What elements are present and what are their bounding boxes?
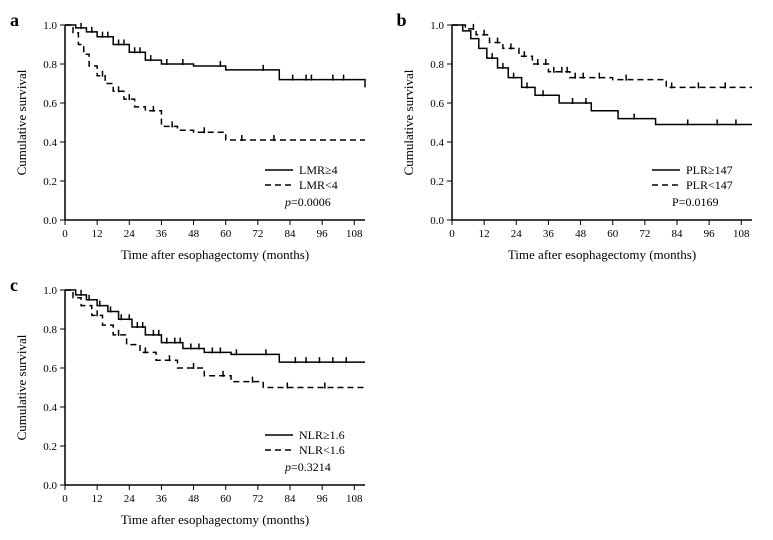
svg-text:PLR<147: PLR<147	[686, 178, 733, 192]
svg-text:LMR≥4: LMR≥4	[299, 163, 338, 177]
svg-text:Cumulative survival: Cumulative survival	[401, 69, 416, 175]
svg-text:48: 48	[575, 228, 587, 240]
svg-text:96: 96	[703, 228, 715, 240]
svg-text:36: 36	[156, 228, 168, 240]
svg-text:0.4: 0.4	[43, 402, 57, 414]
svg-text:Cumulative survival: Cumulative survival	[14, 69, 29, 175]
panel-a: a 0.0 0.2 0.4 0.6 0.8 1.0 0 12 24 36 48 60 72 84 96 108…	[10, 10, 377, 265]
svg-text:Cumulative survival: Cumulative survival	[14, 334, 29, 440]
svg-text:p=0.0006: p=0.0006	[284, 195, 331, 209]
panel-label-b: b	[397, 10, 407, 31]
svg-text:Time after esophagectomy (mont: Time after esophagectomy (months)	[121, 512, 309, 527]
svg-text:0.0: 0.0	[43, 480, 57, 492]
svg-text:Time after esophagectomy (mont: Time after esophagectomy (months)	[121, 247, 309, 262]
svg-text:24: 24	[124, 493, 136, 505]
svg-text:0.4: 0.4	[43, 137, 57, 149]
svg-text:0.6: 0.6	[43, 98, 57, 110]
svg-text:12: 12	[92, 228, 103, 240]
svg-text:12: 12	[478, 228, 489, 240]
svg-text:72: 72	[252, 228, 263, 240]
svg-text:72: 72	[639, 228, 650, 240]
svg-text:1.0: 1.0	[43, 285, 57, 297]
panel-label-a: a	[10, 10, 19, 31]
svg-text:60: 60	[220, 228, 232, 240]
svg-text:36: 36	[542, 228, 554, 240]
svg-text:0.2: 0.2	[430, 176, 444, 188]
svg-text:24: 24	[124, 228, 136, 240]
svg-text:NLR<1.6: NLR<1.6	[299, 443, 345, 457]
svg-text:0.6: 0.6	[43, 363, 57, 375]
svg-text:LMR<4: LMR<4	[299, 178, 338, 192]
svg-text:0.2: 0.2	[43, 441, 57, 453]
svg-text:12: 12	[92, 493, 103, 505]
svg-text:108: 108	[733, 228, 750, 240]
svg-text:NLR≥1.6: NLR≥1.6	[299, 428, 345, 442]
svg-text:p=0.3214: p=0.3214	[284, 460, 331, 474]
svg-text:1.0: 1.0	[430, 20, 444, 32]
svg-text:0.8: 0.8	[43, 59, 57, 71]
panel-label-c: c	[10, 275, 18, 296]
svg-text:0: 0	[449, 228, 455, 240]
chart-a: 0.0 0.2 0.4 0.6 0.8 1.0 0 12 24 36 48 60 72 84 96 108 Ti…	[10, 10, 375, 265]
svg-text:0.0: 0.0	[43, 215, 57, 227]
panel-c: c 0.0 0.2 0.4 0.6 0.8 1.0 0 12 24 36 48 60 72 84 96 108…	[10, 275, 377, 530]
svg-text:60: 60	[607, 228, 619, 240]
empty-cell	[397, 275, 764, 530]
svg-text:0.2: 0.2	[43, 176, 57, 188]
svg-text:1.0: 1.0	[43, 20, 57, 32]
svg-text:60: 60	[220, 493, 232, 505]
svg-text:96: 96	[317, 228, 329, 240]
svg-text:0.8: 0.8	[430, 59, 444, 71]
svg-text:84: 84	[671, 228, 683, 240]
svg-text:0.6: 0.6	[430, 98, 444, 110]
svg-text:0.4: 0.4	[430, 137, 444, 149]
svg-text:96: 96	[317, 493, 329, 505]
svg-text:48: 48	[188, 228, 200, 240]
svg-text:0.8: 0.8	[43, 324, 57, 336]
svg-text:0: 0	[62, 493, 68, 505]
svg-text:84: 84	[285, 493, 297, 505]
chart-c: 0.0 0.2 0.4 0.6 0.8 1.0 0 12 24 36 48 60 72 84 96 108 Ti…	[10, 275, 375, 530]
svg-text:24: 24	[510, 228, 522, 240]
svg-text:Time after esophagectomy (mont: Time after esophagectomy (months)	[507, 247, 695, 262]
svg-text:0.0: 0.0	[430, 215, 444, 227]
chart-grid: a 0.0 0.2 0.4 0.6 0.8 1.0 0 12 24 36 48 60 72 84 96 108…	[10, 10, 763, 530]
svg-text:PLR≥147: PLR≥147	[686, 163, 733, 177]
chart-b: 0.0 0.2 0.4 0.6 0.8 1.0 0 12 24 36 48 60 72 84 96 108 Ti…	[397, 10, 762, 265]
svg-text:P=0.0169: P=0.0169	[672, 195, 718, 209]
svg-text:84: 84	[285, 228, 297, 240]
svg-text:108: 108	[346, 493, 363, 505]
svg-text:48: 48	[188, 493, 200, 505]
panel-b: b 0.0 0.2 0.4 0.6 0.8 1.0 0 12 24 36 48 60 72 84 96 108…	[397, 10, 764, 265]
svg-text:36: 36	[156, 493, 168, 505]
svg-text:72: 72	[252, 493, 263, 505]
svg-text:108: 108	[346, 228, 363, 240]
svg-text:0: 0	[62, 228, 68, 240]
